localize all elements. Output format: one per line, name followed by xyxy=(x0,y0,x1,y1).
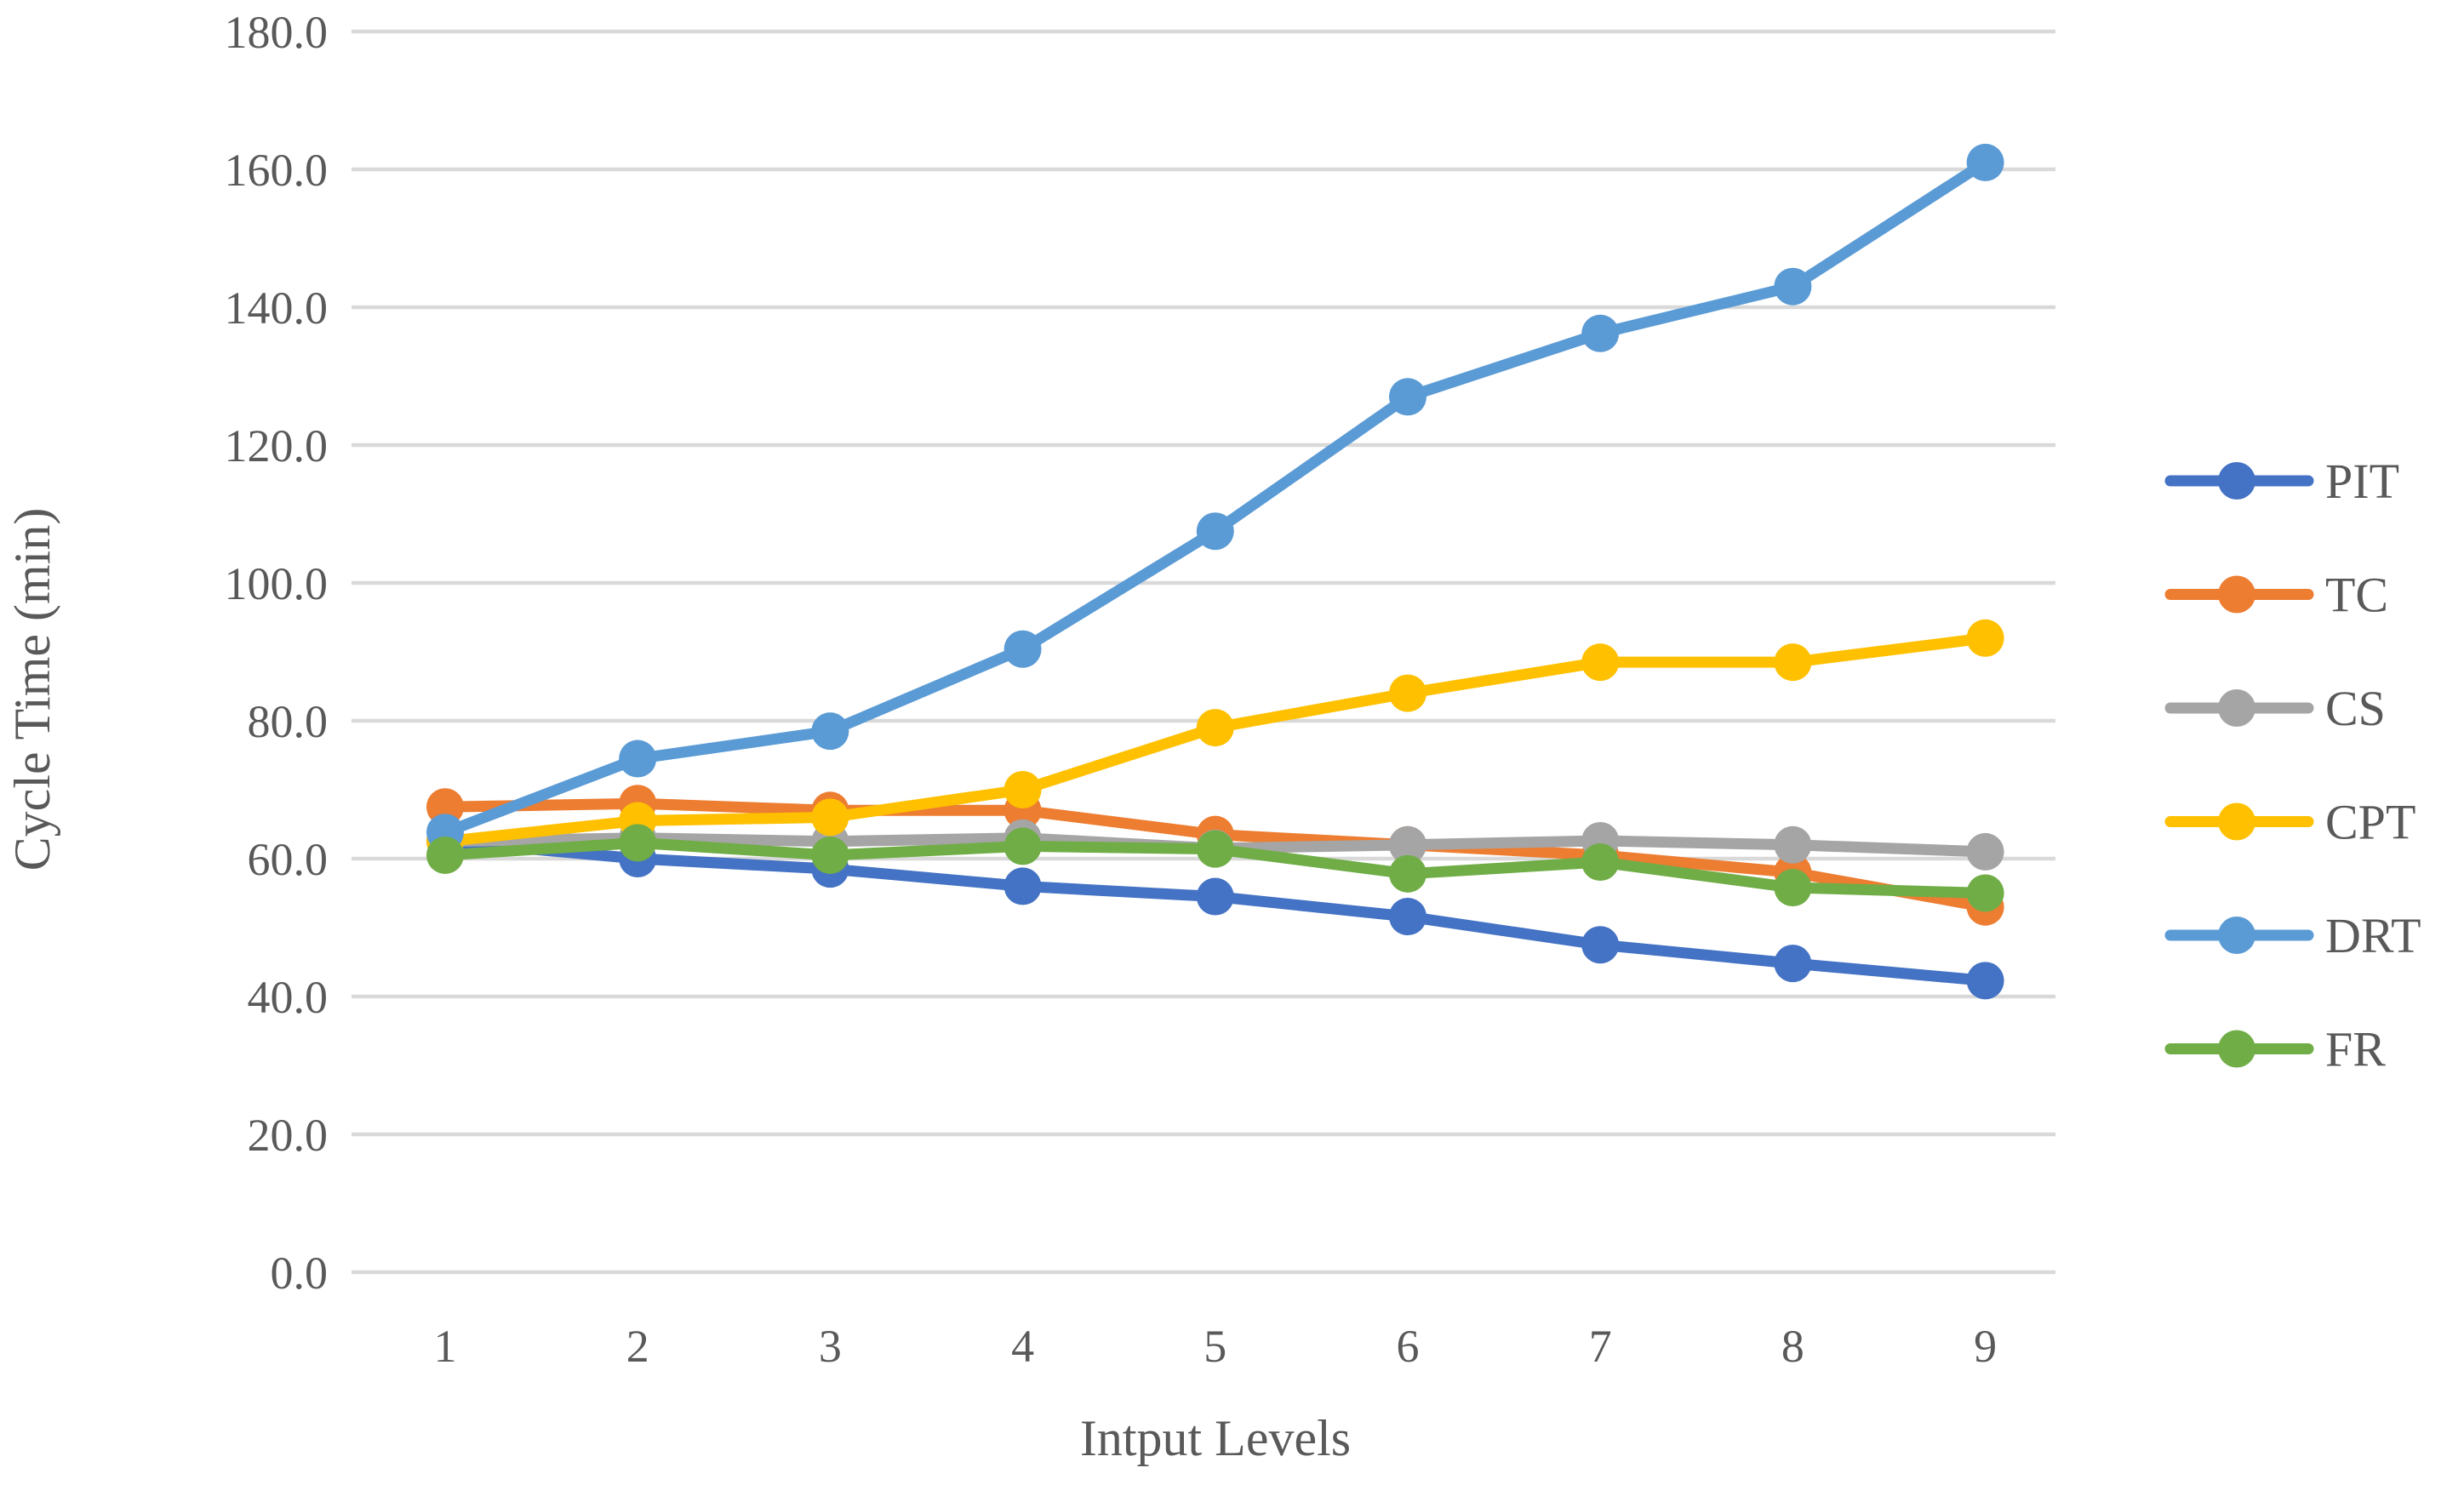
y-axis-title: Cycle Time (min) xyxy=(4,508,60,871)
data-point-drt-5 xyxy=(1196,512,1234,551)
legend-swatch-marker-tc xyxy=(2218,575,2255,614)
data-point-drt-3 xyxy=(811,712,849,751)
data-point-fr-9 xyxy=(1966,874,2004,912)
x-tick-label: 2 xyxy=(626,1321,649,1372)
series-fr xyxy=(426,824,2004,912)
legend: PIT TC CS CPT DRT FR xyxy=(2164,454,2421,1077)
legend-label-drt: DRT xyxy=(2325,908,2421,963)
data-point-drt-7 xyxy=(1581,314,1620,352)
y-tick-label: 180.0 xyxy=(225,7,329,58)
data-point-fr-3 xyxy=(811,836,849,874)
legend-swatch-marker-cs xyxy=(2218,689,2255,727)
x-tick-label: 8 xyxy=(1781,1321,1804,1372)
data-point-cs-6 xyxy=(1389,825,1426,864)
legend-item-cs: CS xyxy=(2164,681,2386,736)
data-point-drt-9 xyxy=(1966,143,2004,181)
data-point-fr-6 xyxy=(1389,854,1426,893)
data-point-fr-1 xyxy=(426,836,464,874)
x-tick-label: 1 xyxy=(434,1321,457,1372)
legend-label-cpt: CPT xyxy=(2325,795,2415,850)
series-drt xyxy=(426,143,2004,852)
legend-label-cs: CS xyxy=(2325,681,2386,736)
data-point-pit-6 xyxy=(1389,898,1426,936)
y-tick-label: 140.0 xyxy=(225,283,329,334)
data-point-drt-4 xyxy=(1003,630,1042,668)
y-tick-label: 160.0 xyxy=(225,145,329,196)
x-axis-tick-labels: 1 2 3 4 5 6 7 8 9 xyxy=(434,1321,1998,1372)
data-point-fr-7 xyxy=(1581,843,1620,882)
series-lines-group xyxy=(426,143,2004,1000)
x-axis-title: Intput Levels xyxy=(1080,1410,1351,1466)
legend-item-fr: FR xyxy=(2164,1022,2386,1077)
x-tick-label: 3 xyxy=(819,1321,842,1372)
x-tick-label: 7 xyxy=(1589,1321,1612,1372)
y-tick-label: 40.0 xyxy=(248,972,329,1023)
legend-swatch-marker-pit xyxy=(2218,462,2255,500)
x-tick-label: 5 xyxy=(1203,1321,1226,1372)
data-point-cpt-7 xyxy=(1581,643,1620,682)
x-tick-label: 4 xyxy=(1011,1321,1034,1372)
data-point-pit-8 xyxy=(1774,945,1812,983)
data-point-drt-2 xyxy=(619,740,657,778)
legend-item-tc: TC xyxy=(2164,568,2388,623)
legend-item-drt: DRT xyxy=(2164,908,2421,963)
data-point-fr-5 xyxy=(1196,830,1234,868)
y-tick-label: 0.0 xyxy=(271,1248,329,1299)
y-tick-label: 100.0 xyxy=(225,558,329,609)
data-point-cpt-9 xyxy=(1966,619,2004,657)
legend-swatch-marker-cpt xyxy=(2218,802,2255,841)
legend-item-pit: PIT xyxy=(2164,454,2399,509)
data-point-drt-6 xyxy=(1389,378,1426,416)
data-point-cpt-5 xyxy=(1196,709,1234,747)
data-point-cpt-4 xyxy=(1003,771,1042,808)
y-tick-label: 120.0 xyxy=(225,420,329,471)
legend-label-tc: TC xyxy=(2325,568,2388,623)
data-point-pit-7 xyxy=(1581,926,1620,964)
y-axis-tick-labels: 0.0 20.0 40.0 60.0 80.0 100.0 120.0 140.0 160.0 1… xyxy=(225,7,329,1299)
data-point-fr-2 xyxy=(619,824,657,862)
y-tick-label: 80.0 xyxy=(248,696,329,747)
x-tick-label: 6 xyxy=(1397,1321,1420,1372)
x-tick-label: 9 xyxy=(1974,1321,1997,1372)
y-tick-label: 20.0 xyxy=(248,1110,329,1161)
legend-item-cpt: CPT xyxy=(2164,795,2415,850)
data-point-cpt-8 xyxy=(1774,643,1812,682)
data-point-pit-4 xyxy=(1003,867,1042,905)
data-point-drt-8 xyxy=(1774,267,1812,306)
data-point-pit-5 xyxy=(1196,877,1234,916)
legend-swatch-marker-drt xyxy=(2218,917,2255,954)
legend-label-pit: PIT xyxy=(2325,454,2399,509)
y-tick-label: 60.0 xyxy=(248,834,329,885)
data-point-cs-8 xyxy=(1774,825,1812,864)
data-point-cpt-6 xyxy=(1389,674,1426,712)
legend-swatch-marker-fr xyxy=(2218,1030,2255,1068)
data-point-cpt-3 xyxy=(811,798,849,837)
legend-label-fr: FR xyxy=(2325,1022,2386,1077)
data-point-fr-4 xyxy=(1003,827,1042,865)
data-point-fr-8 xyxy=(1774,869,1812,907)
data-point-cs-9 xyxy=(1966,832,2004,871)
data-point-pit-9 xyxy=(1966,962,2004,1000)
